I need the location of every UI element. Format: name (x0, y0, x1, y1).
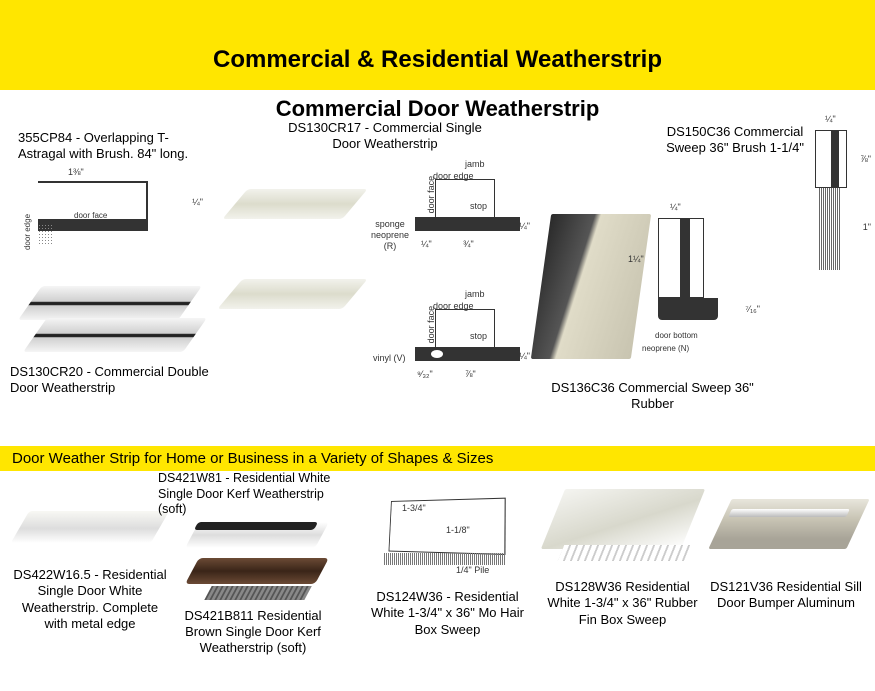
section-subhead: Commercial Door Weatherstrip (0, 96, 875, 122)
photo-white-strip (10, 493, 170, 563)
diagram-sponge: jamb door edge door face stop sponge neo… (375, 159, 530, 269)
photo-rubber-fin (545, 485, 700, 575)
diagram-box-sweep: 1-3/4" 1-1/8" 1/4" Pile (360, 489, 535, 585)
product-kerf-group: DS421W81 - Residential White Single Door… (158, 467, 348, 657)
product-ds128w36: DS128W36 Residential White 1-3/4" x 36" … (545, 485, 700, 632)
commercial-products-row: 355CP84 - Overlapping T-Astragal with Br… (0, 126, 875, 446)
product-label: DS121V36 Residential Sill Door Bumper Al… (706, 579, 866, 612)
product-label: DS130CR17 - Commercial Single Door Weath… (280, 120, 490, 153)
product-ds150c36: DS150C36 Commercial Sweep 36" Brush 1-1/… (665, 120, 865, 161)
product-label: DS130CR20 - Commercial Double Door Weath… (10, 364, 210, 397)
product-label: DS124W36 - Residential White 1-3/4" x 36… (360, 589, 535, 638)
product-355cp84: 355CP84 - Overlapping T-Astragal with Br… (18, 126, 203, 247)
dim-width: 1⅜" (68, 167, 84, 178)
callout-face: door face (74, 211, 107, 221)
diagram-brush-sweep: ¼" ⅞" 1" (807, 118, 867, 308)
sub-banner-text: Door Weather Strip for Home or Business … (12, 450, 493, 467)
dim-height: ¼" (192, 197, 203, 208)
product-ds136c36: ¼" 1¼" ⁷⁄₁₆" door bottom neoprene (N) DS… (545, 206, 760, 417)
callout-edge: door edge (23, 213, 33, 249)
product-label: DS421W81 - Residential White Single Door… (158, 471, 348, 518)
product-ds130cr20: DS130CR20 - Commercial Double Door Weath… (10, 286, 210, 401)
photo-sweep-rubber (531, 214, 651, 359)
page-title: Commercial & Residential Weatherstrip (213, 46, 662, 74)
product-label: DS421B811 Residential Brown Single Door … (183, 608, 323, 657)
product-label: DS128W36 Residential White 1-3/4" x 36" … (545, 579, 700, 628)
product-ds130cr17: DS130CR17 - Commercial Single Door Weath… (235, 120, 535, 409)
diagram-sweep-rubber: ¼" 1¼" ⁷⁄₁₆" door bottom neoprene (N) (650, 206, 760, 376)
product-ds422w16: DS422W16.5 - Residential Single Door Whi… (10, 493, 170, 636)
product-label: 355CP84 - Overlapping T-Astragal with Br… (18, 130, 203, 163)
photo-double-strip (10, 286, 210, 356)
product-label: DS422W16.5 - Residential Single Door Whi… (10, 567, 170, 632)
residential-products-row: DS422W16.5 - Residential Single Door Whi… (0, 471, 875, 691)
product-ds124w36: 1-3/4" 1-1/8" 1/4" Pile DS124W36 - Resid… (360, 489, 535, 642)
product-label: DS150C36 Commercial Sweep 36" Brush 1-1/… (665, 124, 805, 157)
sub-banner: Door Weather Strip for Home or Business … (0, 446, 875, 471)
diagram-vinyl: jamb door edge door face stop vinyl (V) … (375, 289, 530, 399)
photo-kerf-strips (158, 522, 348, 606)
diagram-astragal: 1⅜" ¼" door face door edge (18, 169, 203, 247)
main-banner: Commercial & Residential Weatherstrip (0, 0, 875, 90)
photo-sill-bumper (706, 485, 866, 575)
product-label: DS136C36 Commercial Sweep 36" Rubber (545, 380, 760, 413)
product-ds121v36: DS121V36 Residential Sill Door Bumper Al… (706, 485, 866, 616)
